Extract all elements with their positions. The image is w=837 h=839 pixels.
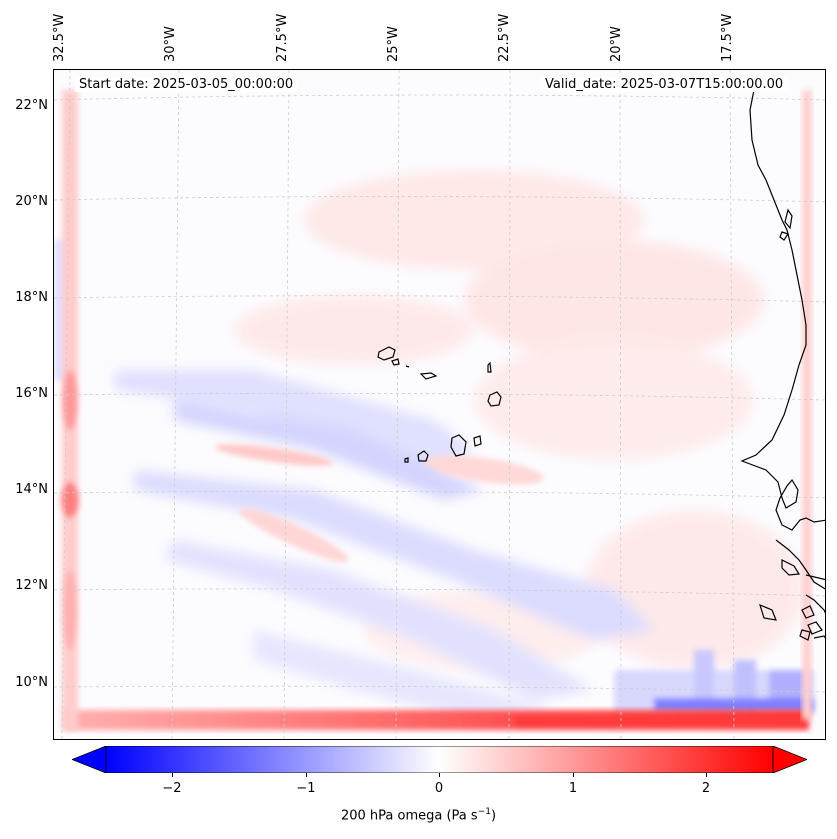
lat-label-14n: 14°N — [15, 482, 48, 497]
colorbar-tickmark-0 — [439, 773, 440, 777]
africa-coastline — [740, 89, 825, 641]
positive-omega-north — [234, 170, 804, 670]
lon-label-22-5w: 22.5°W — [497, 13, 512, 62]
lon-label-30w: 30°W — [163, 26, 178, 62]
colorbar-gradient — [105, 745, 774, 774]
lat-label-20n: 20°N — [15, 194, 48, 209]
lat-label-22n: 22°N — [15, 98, 48, 113]
colorbar-tick-0: 0 — [434, 781, 444, 796]
start-date-label: Start date: 2025-03-05_00:00:00 — [75, 77, 298, 92]
omega-field-map — [54, 70, 825, 739]
negative-omega-southeast — [614, 650, 814, 715]
colorbar-tickmark-1 — [573, 773, 574, 777]
graticule — [54, 70, 825, 739]
colorbar-tick-1: 1 — [568, 781, 578, 796]
lon-label-17-5w: 17.5°W — [720, 13, 735, 62]
positive-omega-boundary-east — [802, 90, 812, 720]
colorbar-label: 200 hPa omega (Pa s−1) — [340, 807, 497, 824]
valid-date-label: Valid_date: 2025-03-07T15:00:00.00 — [541, 77, 788, 92]
colorbar-tick-m1: −1 — [296, 781, 316, 796]
positive-omega-streaks — [214, 444, 544, 562]
lon-label-32-5w: 32.5°W — [52, 13, 67, 62]
colorbar-tickmark-m1 — [306, 773, 307, 777]
lat-label-16n: 16°N — [15, 386, 48, 401]
positive-omega-boundary-south — [64, 710, 809, 730]
colorbar-units: Pa s — [451, 808, 478, 824]
colorbar — [70, 745, 809, 774]
cape-verde-islands — [377, 346, 502, 463]
lat-label-18n: 18°N — [15, 290, 48, 305]
colorbar-tickmark-2 — [706, 773, 707, 777]
lat-label-12n: 12°N — [15, 578, 48, 593]
lon-label-25w: 25°W — [386, 26, 401, 62]
colorbar-units-exp: −1 — [477, 807, 491, 817]
map-plot-area — [53, 69, 826, 740]
colorbar-tick-m2: −2 — [162, 781, 182, 796]
lon-label-27-5w: 27.5°W — [275, 13, 290, 62]
lat-label-10n: 10°N — [15, 675, 48, 690]
colorbar-extend-min — [70, 745, 107, 774]
colorbar-tickmark-m2 — [172, 773, 173, 777]
lon-label-20w: 20°W — [609, 26, 624, 62]
colorbar-tick-2: 2 — [701, 781, 711, 796]
colorbar-graphic — [70, 745, 809, 774]
colorbar-extend-max — [772, 745, 809, 774]
colorbar-variable: 200 hPa omega — [340, 808, 443, 824]
